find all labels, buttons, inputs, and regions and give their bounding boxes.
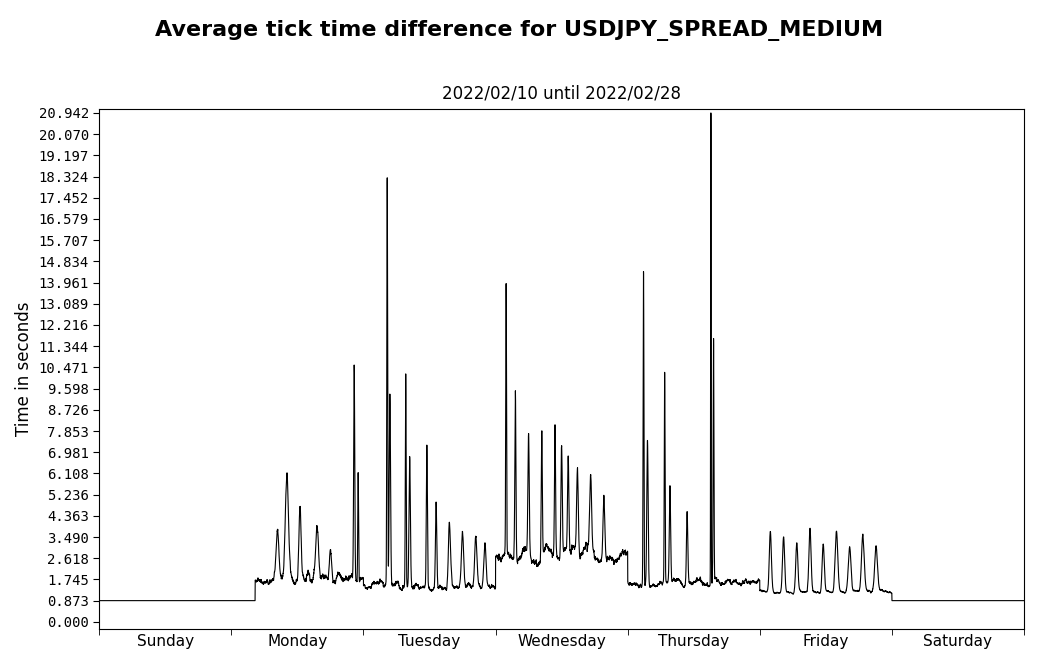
Y-axis label: Time in seconds: Time in seconds bbox=[15, 302, 33, 436]
Text: Average tick time difference for USDJPY_SPREAD_MEDIUM: Average tick time difference for USDJPY_… bbox=[156, 20, 883, 41]
Title: 2022/02/10 until 2022/02/28: 2022/02/10 until 2022/02/28 bbox=[443, 84, 682, 102]
